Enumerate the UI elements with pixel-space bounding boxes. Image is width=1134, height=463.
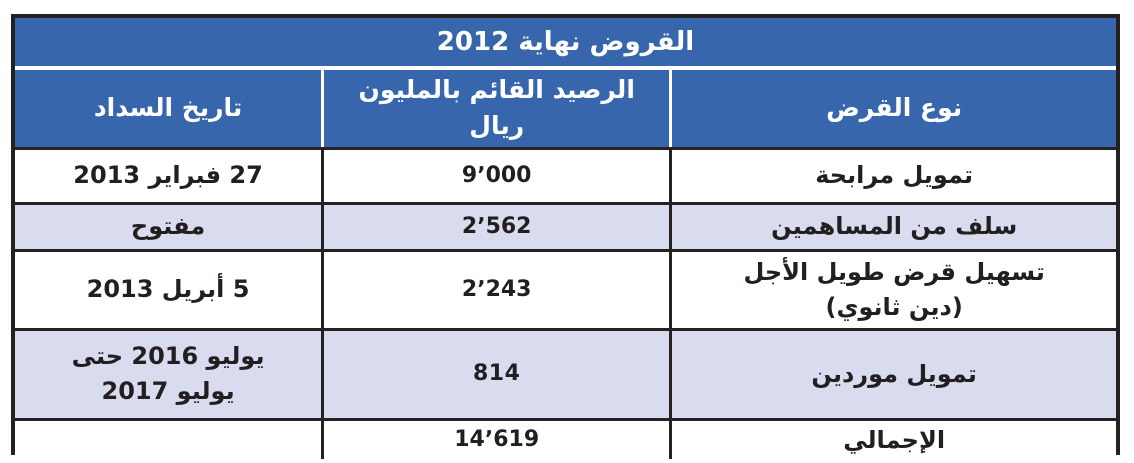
table-title-bar: القروض نهاية 2012 <box>15 18 1116 66</box>
header-row: نوع القرض الرصيد القائم بالمليون ريال تا… <box>15 66 1116 147</box>
table-row-longterm-facility: تسهيل قرض طويل الأجل (دين ثانوي) 2٬243 5… <box>15 248 1116 328</box>
loan-type-cell: سلف من المساهمين <box>771 212 1018 241</box>
balance-cell: 2٬562 <box>321 204 673 249</box>
balance-cell: 814 <box>321 330 673 418</box>
loan-type-cell: تمويل مرابحة <box>815 161 974 190</box>
balance-cell: 14٬619 <box>321 420 673 460</box>
balance-cell: 2٬243 <box>321 251 673 328</box>
table-row-total: الإجمالي 14٬619 <box>15 417 1116 460</box>
repayment-date-cell: 5 أبريل 2013 <box>86 275 250 304</box>
table-row-shareholder-advances: سلف من المساهمين 2٬562 مفتوح <box>15 201 1116 249</box>
header-repayment-date: تاريخ السداد <box>93 93 243 123</box>
loans-table: القروض نهاية 2012 نوع القرض الرصيد القائ… <box>11 14 1120 460</box>
header-outstanding-balance: الرصيد القائم بالمليون ريال <box>321 70 673 147</box>
repayment-date-cell: مفتوح <box>130 212 206 241</box>
table-title: القروض نهاية 2012 <box>436 27 695 57</box>
repayment-date-cell: 27 فبراير 2013 <box>73 161 263 190</box>
loan-type-cell: الإجمالي <box>843 425 946 454</box>
header-loan-type: نوع القرض <box>826 93 963 123</box>
repayment-date-cell: يوليو 2016 حتى يوليو 2017 <box>71 342 265 405</box>
balance-cell: 9٬000 <box>321 149 673 202</box>
loan-type-cell: تسهيل قرض طويل الأجل (دين ثانوي) <box>743 257 1045 321</box>
table-row-murabaha: تمويل مرابحة 9٬000 27 فبراير 2013 <box>15 146 1116 202</box>
table-row-supplier-financing: تمويل موردين 814 يوليو 2016 حتى يوليو 20… <box>15 327 1116 418</box>
repayment-date-cell <box>15 421 321 460</box>
loan-type-cell: تمويل موردين <box>811 359 977 388</box>
